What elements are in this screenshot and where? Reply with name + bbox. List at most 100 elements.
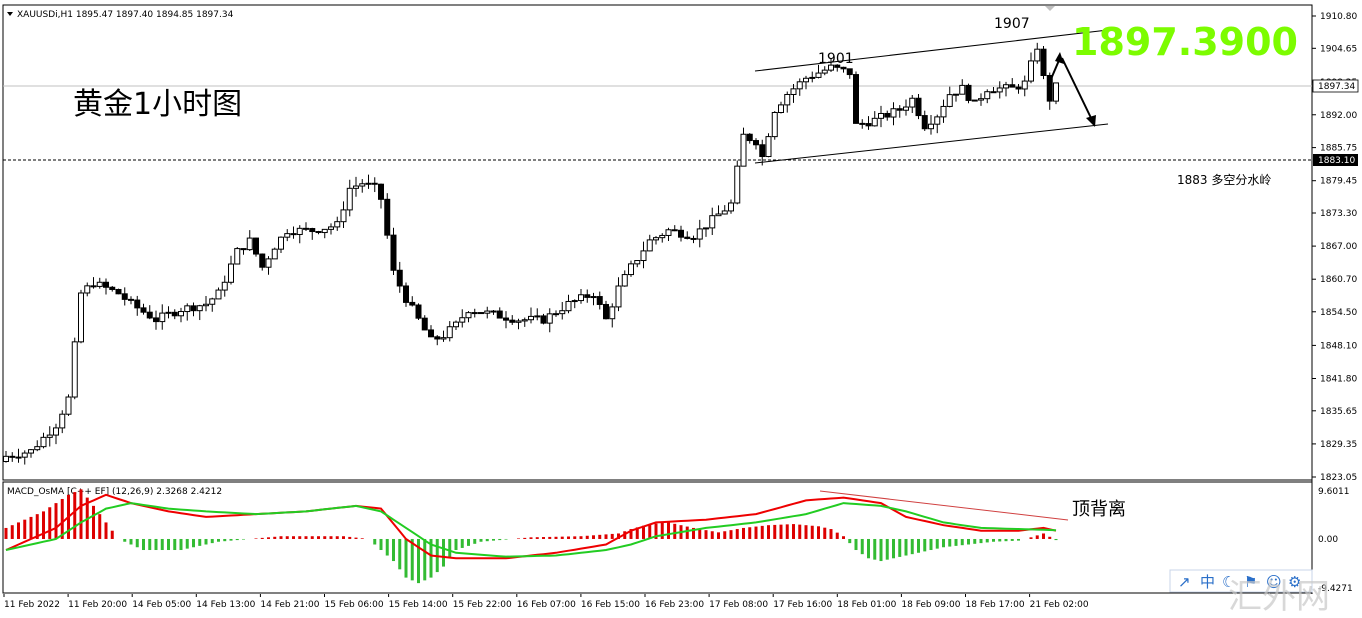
symbol-dropdown-icon[interactable]: [7, 12, 13, 16]
candle-bear: [384, 198, 391, 236]
candle-bull: [265, 258, 272, 268]
candle-bull: [734, 165, 741, 204]
candle-bear: [840, 66, 847, 70]
candle-bull: [590, 296, 597, 299]
toolbar-item-4[interactable]: ☺: [1266, 573, 1282, 591]
candle-bear: [746, 133, 753, 142]
candle-bear: [109, 286, 116, 290]
candle-bull: [740, 133, 747, 167]
candle-bull: [784, 93, 791, 106]
candle-bull: [890, 108, 897, 118]
candle-bull: [471, 312, 478, 315]
candle-bear: [103, 281, 109, 288]
candle-bull: [196, 305, 203, 312]
candle-bear: [90, 285, 97, 288]
candle-bull: [440, 337, 447, 340]
candle-bull: [959, 84, 966, 95]
candle-bull: [709, 215, 716, 229]
macd-histogram: [4, 489, 1058, 584]
price-tick-label: 1848.10: [1320, 341, 1357, 351]
channel-upper-line[interactable]: [754, 29, 1109, 72]
price-tick-label: 1904.65: [1320, 44, 1357, 54]
candle-bear: [390, 234, 397, 271]
candle-bear: [121, 293, 128, 300]
candle-bear: [990, 91, 997, 94]
candle-bull: [65, 396, 72, 415]
watershed-note: 1883 多空分水岭: [1177, 173, 1271, 187]
candle-bull: [246, 237, 253, 251]
candle-bull: [715, 213, 722, 217]
candle-bull: [578, 294, 584, 302]
candle-bull: [271, 248, 278, 260]
candle-bull: [34, 446, 41, 451]
candle-bull: [934, 116, 941, 125]
toolbar-item-2[interactable]: ☾: [1222, 573, 1235, 591]
candle-bull: [571, 300, 578, 303]
candle-bull: [721, 210, 728, 215]
toolbar-background: [1169, 569, 1313, 593]
divergence-line[interactable]: [819, 490, 1069, 521]
candle-bear: [434, 336, 441, 340]
candle-bull: [765, 136, 772, 158]
candle-bull: [96, 281, 103, 287]
candle-bull: [165, 311, 172, 314]
candle-bull: [978, 98, 984, 101]
candle-bull: [21, 452, 28, 458]
candle-bull: [703, 227, 709, 230]
candle-bear: [421, 317, 428, 331]
time-tick-label: 16 Feb 07:00: [517, 600, 576, 610]
candle-bull: [521, 319, 528, 322]
toolbar-item-5[interactable]: ⚙: [1288, 573, 1301, 591]
signal-line: [5, 502, 1057, 558]
forecast-arrows: [1047, 52, 1096, 127]
price-tick-label: 1841.80: [1320, 374, 1357, 384]
macd-indicator-label: MACD_OsMA [C++ EF] (12,26,9) 2.3268 2.42…: [7, 487, 222, 497]
candle-bull: [815, 72, 822, 78]
price-tick-label: 1867.00: [1320, 242, 1357, 252]
candle-bull: [565, 300, 572, 312]
candle-bear: [409, 301, 416, 306]
candle-bull: [828, 64, 834, 71]
candle-bear: [865, 123, 872, 127]
candlestick-series: [3, 42, 1059, 465]
candle-bull: [209, 298, 216, 305]
candle-bull: [728, 202, 734, 212]
candle-bull: [996, 87, 1003, 93]
time-tick-label: 18 Feb 17:00: [966, 600, 1025, 610]
candle-bull: [346, 187, 353, 211]
candle-bear: [415, 304, 422, 319]
candle-bull: [446, 326, 453, 339]
candle-bear: [371, 182, 378, 185]
toolbar-item-0[interactable]: ↗: [1178, 573, 1191, 591]
candle-bear: [671, 229, 678, 232]
candle-bear: [759, 144, 766, 158]
candle-bull: [278, 236, 284, 250]
time-tick-label: 16 Feb 15:00: [581, 600, 640, 610]
candle-bull: [1003, 84, 1009, 89]
price-tick-label: 1860.70: [1320, 275, 1357, 285]
current-price-box: [1312, 79, 1359, 93]
candle-bull: [803, 77, 809, 83]
macd-bottom-tick: -9.4271: [1318, 584, 1353, 594]
candle-bull: [353, 185, 359, 189]
candle-bull: [1021, 80, 1028, 90]
candle-bull: [553, 313, 559, 316]
candle-bull: [878, 112, 884, 119]
candle-bull: [3, 455, 9, 463]
candle-bear: [859, 122, 866, 125]
candle-bear: [921, 115, 928, 130]
toolbar-item-3[interactable]: ⚑: [1244, 573, 1257, 591]
price-tick-label: 1873.30: [1320, 209, 1357, 219]
toolbar-item-1[interactable]: 中: [1200, 573, 1215, 591]
time-tick-label: 14 Feb 21:00: [260, 600, 319, 610]
candle-bull: [284, 233, 291, 238]
price-tick-label: 1835.65: [1320, 407, 1357, 417]
channel-lower-line[interactable]: [754, 123, 1109, 164]
time-tick-label: 15 Feb 14:00: [389, 600, 448, 610]
candle-bull: [178, 311, 184, 317]
time-tick-label: 15 Feb 22:00: [453, 600, 512, 610]
candle-bear: [509, 319, 516, 323]
candle-bull: [928, 123, 934, 130]
candle-bull: [696, 228, 703, 240]
